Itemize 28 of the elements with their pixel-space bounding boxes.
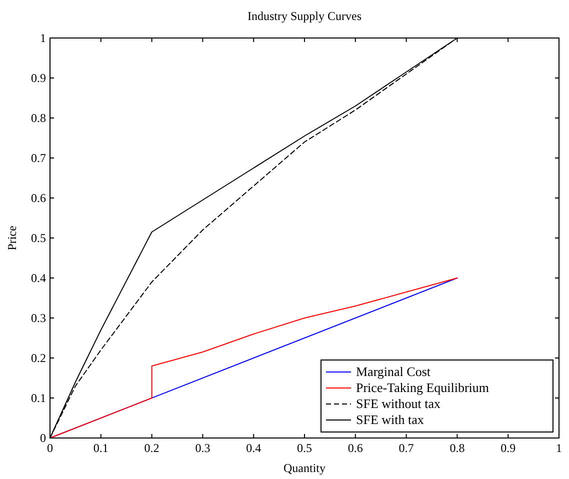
x-tick-label: 0.3 [195, 441, 210, 455]
x-tick-label: 0.9 [500, 441, 516, 455]
x-tick-label: 1 [556, 441, 562, 455]
x-axis-title: Quantity [284, 461, 326, 475]
y-tick-label: 0.4 [31, 271, 46, 285]
y-tick-label: 0.8 [31, 111, 46, 125]
chart-title: Industry Supply Curves [248, 9, 362, 23]
x-tick-label: 0.1 [93, 441, 108, 455]
y-tick-label: 0.9 [31, 71, 46, 85]
x-tick-label: 0.4 [246, 441, 262, 455]
x-tick-label: 0.2 [144, 441, 160, 455]
y-tick-label: 0.6 [31, 191, 46, 205]
y-tick-label: 0.2 [31, 351, 46, 365]
x-tick-label: 0.8 [450, 441, 465, 455]
y-tick-label: 1 [40, 31, 46, 45]
y-tick-label: 0 [40, 431, 46, 445]
y-tick-label: 0.1 [31, 391, 46, 405]
legend-label: Marginal Cost [356, 364, 431, 379]
y-tick-label: 0.7 [31, 151, 46, 165]
y-axis-title: Price [5, 226, 19, 250]
y-tick-label: 0.5 [31, 231, 46, 245]
x-tick-label: 0.7 [398, 441, 414, 455]
legend-label: SFE with tax [356, 412, 424, 427]
y-tick-label: 0.3 [31, 311, 46, 325]
legend-label: Price-Taking Equilibrium [356, 380, 490, 395]
x-tick-label: 0.5 [297, 441, 312, 455]
legend-label: SFE without tax [356, 396, 442, 411]
x-tick-label: 0.6 [348, 441, 363, 455]
